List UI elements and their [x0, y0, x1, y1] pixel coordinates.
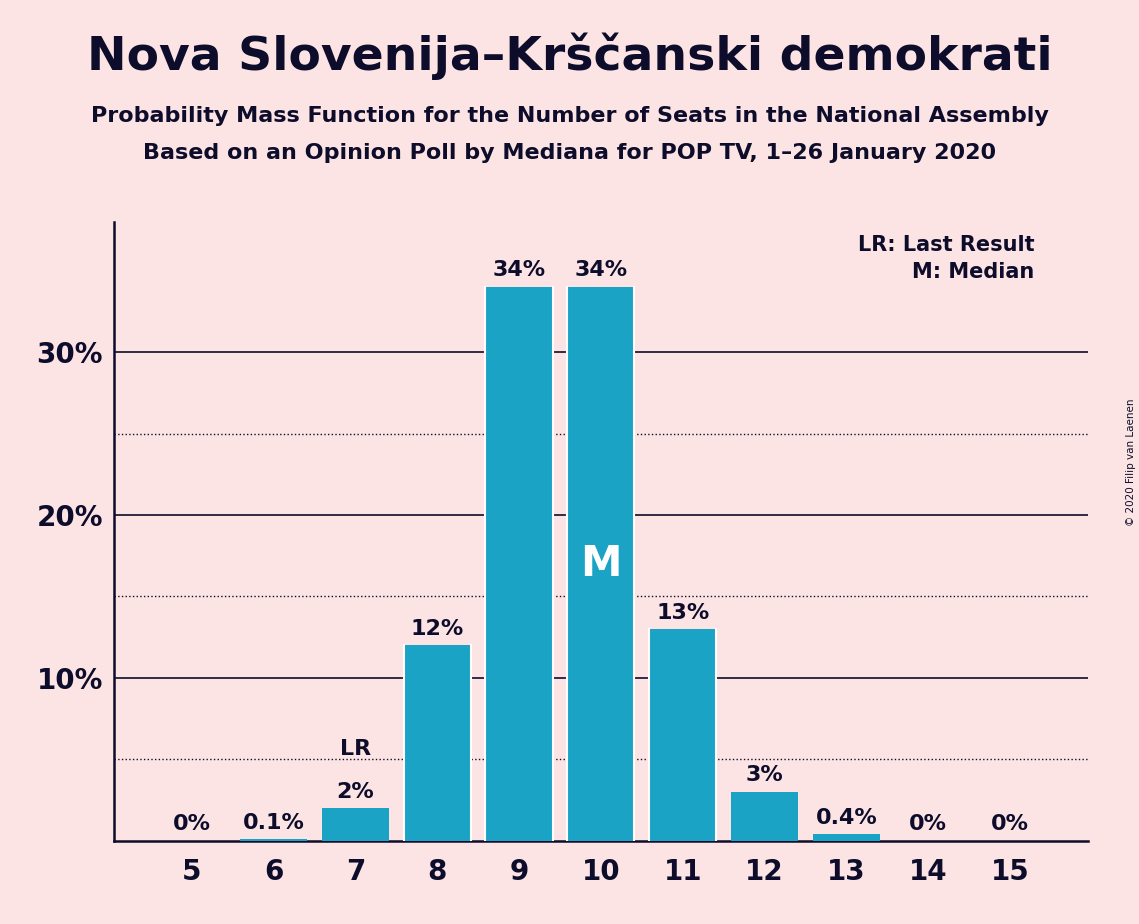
Bar: [322, 808, 388, 841]
Bar: [240, 839, 308, 841]
Text: 12%: 12%: [410, 619, 464, 638]
Text: 34%: 34%: [574, 261, 628, 280]
Text: 0%: 0%: [173, 814, 211, 834]
Text: Nova Slovenija–Krščanski demokrati: Nova Slovenija–Krščanski demokrati: [87, 32, 1052, 79]
Text: 3%: 3%: [746, 765, 784, 785]
Text: 0%: 0%: [991, 814, 1029, 834]
Text: M: M: [580, 543, 622, 585]
Text: 0.4%: 0.4%: [816, 808, 877, 828]
Text: 2%: 2%: [336, 782, 375, 802]
Bar: [649, 629, 716, 841]
Bar: [567, 287, 634, 841]
Text: Probability Mass Function for the Number of Seats in the National Assembly: Probability Mass Function for the Number…: [91, 106, 1048, 127]
Text: 0%: 0%: [909, 814, 948, 834]
Text: 0.1%: 0.1%: [243, 813, 304, 833]
Text: LR: Last Result: LR: Last Result: [858, 235, 1034, 255]
Text: Based on an Opinion Poll by Mediana for POP TV, 1–26 January 2020: Based on an Opinion Poll by Mediana for …: [142, 143, 997, 164]
Bar: [813, 834, 879, 841]
Bar: [731, 792, 798, 841]
Text: M: Median: M: Median: [912, 262, 1034, 283]
Text: 34%: 34%: [492, 261, 546, 280]
Bar: [403, 645, 470, 841]
Text: LR: LR: [339, 739, 371, 759]
Text: 13%: 13%: [656, 602, 710, 623]
Bar: [485, 287, 552, 841]
Text: © 2020 Filip van Laenen: © 2020 Filip van Laenen: [1126, 398, 1136, 526]
